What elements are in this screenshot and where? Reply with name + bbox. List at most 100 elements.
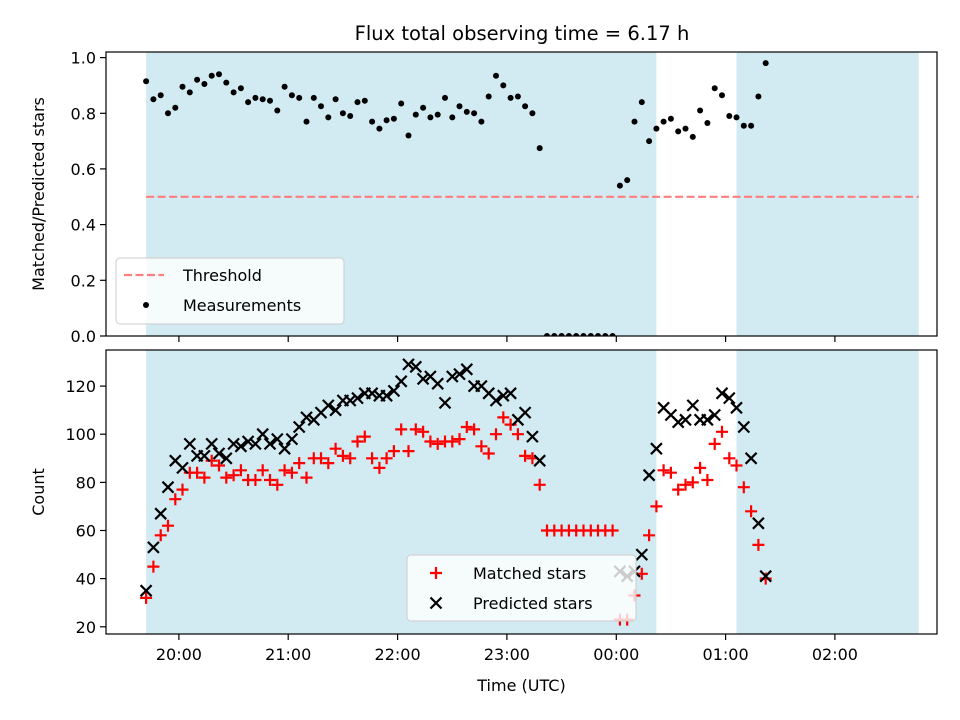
count-y-axis-label: Count bbox=[29, 468, 48, 516]
x-axis-label: Time (UTC) bbox=[476, 676, 565, 695]
matched-star-point bbox=[351, 435, 364, 448]
measurement-point bbox=[208, 72, 215, 79]
matched-star-point bbox=[227, 469, 240, 482]
matched-star-point bbox=[191, 466, 204, 479]
measurement-point bbox=[667, 115, 674, 122]
y-tick-label: 0.2 bbox=[71, 271, 96, 290]
predicted-star-point bbox=[701, 413, 714, 427]
measurement-point bbox=[361, 97, 368, 104]
matched-star-point bbox=[329, 442, 342, 455]
measurement-point bbox=[602, 333, 609, 336]
predicted-star-point bbox=[227, 437, 240, 451]
measurement-point bbox=[558, 333, 565, 336]
matched-star-point bbox=[650, 500, 663, 513]
measurement-point bbox=[529, 110, 536, 117]
matched-star-point bbox=[271, 478, 284, 491]
predicted-star-point bbox=[446, 370, 459, 383]
measurement-point bbox=[500, 82, 507, 89]
measurement-point bbox=[172, 104, 179, 111]
matched-star-point bbox=[424, 435, 437, 448]
measurement-point bbox=[157, 92, 164, 99]
matched-star-point bbox=[482, 447, 495, 460]
matched-star-point bbox=[723, 452, 736, 465]
measurement-point bbox=[412, 111, 419, 118]
matched-star-point bbox=[716, 425, 728, 438]
predicted-star-point bbox=[351, 391, 364, 405]
matched-star-point bbox=[643, 529, 656, 542]
matched-star-point bbox=[402, 445, 415, 458]
measurement-point bbox=[471, 110, 478, 117]
ratio-legend: Threshold Measurements bbox=[115, 257, 345, 325]
measurement-point bbox=[186, 89, 193, 96]
measurement-point bbox=[624, 177, 631, 184]
legend-matched-label: Matched stars bbox=[473, 564, 586, 583]
matched-star-point bbox=[300, 471, 313, 484]
measurement-point bbox=[565, 333, 572, 336]
matched-star-point bbox=[213, 459, 225, 472]
measurement-point bbox=[726, 113, 733, 119]
matched-star-point bbox=[285, 466, 298, 479]
predicted-star-point bbox=[431, 377, 444, 390]
matched-star-point bbox=[694, 461, 707, 474]
measurement-point bbox=[194, 76, 201, 83]
predicted-star-point bbox=[256, 427, 269, 441]
measurement-point bbox=[748, 122, 755, 129]
matched-star-point bbox=[511, 428, 524, 441]
measurement-point bbox=[595, 333, 601, 336]
legend-predicted-label: Predicted stars bbox=[473, 594, 593, 613]
count-axes-frame bbox=[105, 349, 938, 635]
predicted-star-point bbox=[387, 384, 401, 398]
y-tick-label: 120 bbox=[65, 377, 96, 396]
predicted-star-point bbox=[671, 415, 685, 429]
matched-star-point bbox=[730, 459, 743, 472]
matched-star-point bbox=[154, 529, 167, 542]
predicted-star-point bbox=[205, 437, 218, 451]
predicted-star-point bbox=[504, 387, 517, 400]
matched-star-point bbox=[679, 478, 692, 491]
predicted-star-point bbox=[343, 394, 357, 407]
matched-star-point bbox=[409, 423, 422, 436]
measurement-point bbox=[339, 110, 346, 117]
predicted-star-point bbox=[715, 387, 729, 400]
measurement-point bbox=[281, 83, 288, 90]
measurement-point bbox=[646, 138, 653, 145]
measurement-point bbox=[201, 81, 208, 87]
measurement-point bbox=[616, 182, 623, 189]
matched-star-point bbox=[745, 505, 758, 518]
matched-star-point bbox=[701, 474, 714, 486]
measurement-point bbox=[514, 93, 521, 100]
measurement-point bbox=[442, 94, 448, 101]
y-tick-label: 0.6 bbox=[71, 160, 96, 179]
matched-star-point bbox=[198, 471, 211, 484]
measurement-point bbox=[354, 99, 361, 106]
matched-star-point bbox=[162, 519, 174, 532]
measurement-point bbox=[434, 111, 441, 118]
predicted-star-point bbox=[154, 507, 167, 520]
predicted-star-point bbox=[650, 442, 663, 455]
predicted-star-point bbox=[416, 372, 430, 386]
predicted-star-point bbox=[679, 413, 692, 427]
matched-star-point bbox=[322, 457, 335, 470]
measurement-point bbox=[493, 72, 499, 79]
measurement-point bbox=[420, 104, 427, 111]
matched-star-point bbox=[278, 464, 291, 477]
measurement-point bbox=[318, 103, 324, 110]
predicted-star-point bbox=[220, 452, 233, 465]
measurement-point bbox=[143, 78, 150, 85]
matched-star-point bbox=[446, 435, 459, 448]
measurement-point bbox=[310, 94, 317, 101]
predicted-star-point bbox=[730, 401, 743, 415]
measurement-point bbox=[398, 100, 405, 107]
measurement-point bbox=[325, 114, 332, 121]
predicted-star-point bbox=[285, 432, 299, 446]
measurement-point bbox=[369, 118, 376, 125]
matched-star-point bbox=[366, 452, 379, 465]
matched-star-point bbox=[293, 457, 306, 470]
predicted-star-point bbox=[322, 399, 335, 412]
measurement-point bbox=[216, 71, 222, 78]
measurement-point bbox=[536, 145, 543, 152]
predicted-star-point bbox=[438, 396, 452, 410]
measurement-point bbox=[682, 125, 689, 132]
matched-star-point bbox=[140, 591, 153, 604]
y-tick-label: 0.0 bbox=[71, 327, 96, 346]
